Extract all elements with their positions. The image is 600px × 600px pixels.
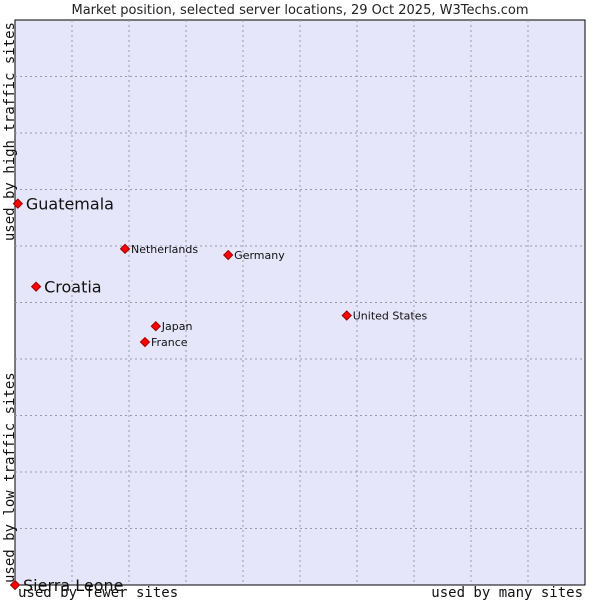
- x-axis-label-left: used by fewer sites: [18, 585, 178, 600]
- data-point-sierra-leone: [9, 579, 21, 591]
- x-axis-label-right: used by many sites: [431, 585, 583, 600]
- point-label-japan: Japan: [161, 320, 193, 333]
- data-point-france: [139, 336, 151, 348]
- point-labels: Guatemala Croatia Sierra Leone Netherlands G…: [23, 195, 427, 595]
- data-point-guatemala: [12, 198, 24, 209]
- data-point-croatia: [30, 281, 42, 292]
- point-label-germany: Germany: [234, 249, 285, 262]
- point-label-croatia: Croatia: [44, 278, 102, 297]
- grid-lines: [15, 20, 585, 585]
- point-label-guatemala: Guatemala: [26, 195, 114, 214]
- data-point-netherlands: [119, 243, 131, 255]
- data-point-united-states: [341, 310, 352, 321]
- point-label-sierra-leone: Sierra Leone: [23, 576, 123, 595]
- point-label-united-states: United States: [353, 309, 428, 322]
- point-label-netherlands: Netherlands: [131, 243, 198, 256]
- y-axis-label-bottom: used by low traffic sites: [2, 372, 18, 583]
- data-point-germany: [222, 249, 234, 261]
- point-label-france: France: [151, 336, 188, 349]
- y-axis-label-top: used by high traffic sites: [2, 22, 18, 241]
- data-points: [9, 198, 352, 591]
- chart-title: Market position, selected server locatio…: [71, 3, 528, 18]
- data-point-japan: [150, 321, 161, 332]
